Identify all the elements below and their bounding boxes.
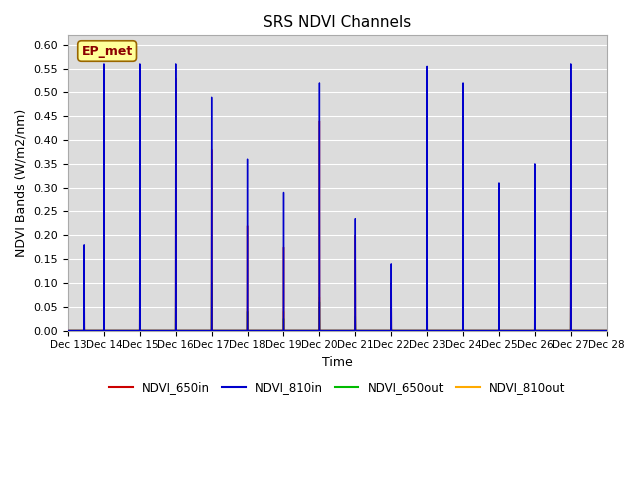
Text: EP_met: EP_met (81, 45, 132, 58)
X-axis label: Time: Time (322, 356, 353, 369)
Y-axis label: NDVI Bands (W/m2/nm): NDVI Bands (W/m2/nm) (15, 109, 28, 257)
Legend: NDVI_650in, NDVI_810in, NDVI_650out, NDVI_810out: NDVI_650in, NDVI_810in, NDVI_650out, NDV… (104, 376, 570, 398)
Title: SRS NDVI Channels: SRS NDVI Channels (263, 15, 412, 30)
